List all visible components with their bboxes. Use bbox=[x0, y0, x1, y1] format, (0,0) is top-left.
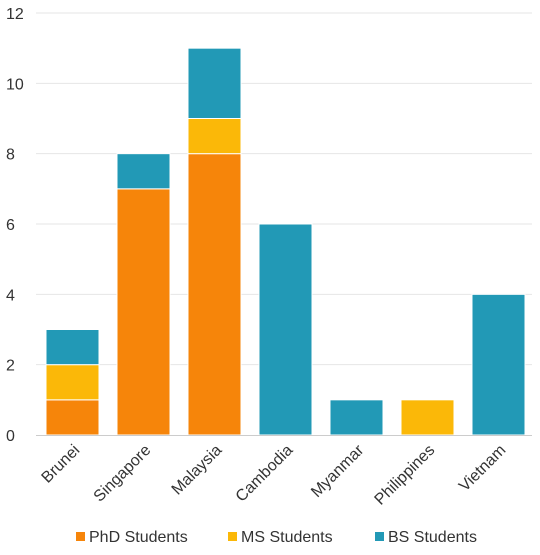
bar-segment[interactable] bbox=[187, 118, 242, 155]
bar-segment[interactable] bbox=[45, 364, 100, 401]
legend-swatch bbox=[375, 532, 384, 541]
x-tick-label: Brunei bbox=[39, 442, 84, 487]
bar-segment[interactable] bbox=[116, 188, 171, 436]
x-tick-label: Philippines bbox=[372, 442, 439, 509]
y-tick-label: 8 bbox=[6, 147, 15, 164]
legend-item[interactable]: BS Students bbox=[375, 529, 477, 546]
y-tick-label: 4 bbox=[6, 287, 15, 304]
y-tick-label: 12 bbox=[6, 6, 24, 23]
bar-segment[interactable] bbox=[329, 399, 384, 436]
legend-label: MS Students bbox=[241, 529, 333, 546]
x-axis-labels: Brunei Singapore Malaysia Cambodia Myanmar Ph… bbox=[39, 441, 510, 508]
x-tick-label: Vietnam bbox=[456, 442, 509, 495]
legend-label: PhD Students bbox=[89, 529, 188, 546]
bar-segment[interactable] bbox=[45, 399, 100, 436]
bar-segment[interactable] bbox=[45, 329, 100, 366]
y-tick-label: 10 bbox=[6, 76, 24, 93]
x-tick-label: Cambodia bbox=[233, 442, 297, 506]
bar-segment[interactable] bbox=[187, 47, 242, 120]
y-axis-ticks: 0 2 4 6 8 10 12 bbox=[6, 6, 24, 445]
bars bbox=[45, 47, 526, 436]
legend-swatch bbox=[228, 532, 237, 541]
x-tick-label: Myanmar bbox=[308, 441, 368, 501]
bar-segment[interactable] bbox=[258, 223, 313, 436]
bar-segment[interactable] bbox=[116, 153, 171, 190]
legend-swatch bbox=[76, 532, 85, 541]
y-tick-label: 6 bbox=[6, 217, 15, 234]
bar-segment[interactable] bbox=[400, 399, 455, 436]
bar-segment[interactable] bbox=[471, 293, 526, 436]
x-tick-label: Singapore bbox=[91, 442, 155, 506]
legend-label: BS Students bbox=[388, 529, 477, 546]
bar-segment[interactable] bbox=[187, 153, 242, 436]
legend-item[interactable]: PhD Students bbox=[76, 529, 188, 546]
y-tick-label: 2 bbox=[6, 358, 15, 375]
x-tick-label: Malaysia bbox=[169, 442, 226, 499]
legend[interactable]: PhD Students MS Students BS Students bbox=[76, 529, 477, 546]
y-tick-label: 0 bbox=[6, 428, 15, 445]
legend-item[interactable]: MS Students bbox=[228, 529, 333, 546]
